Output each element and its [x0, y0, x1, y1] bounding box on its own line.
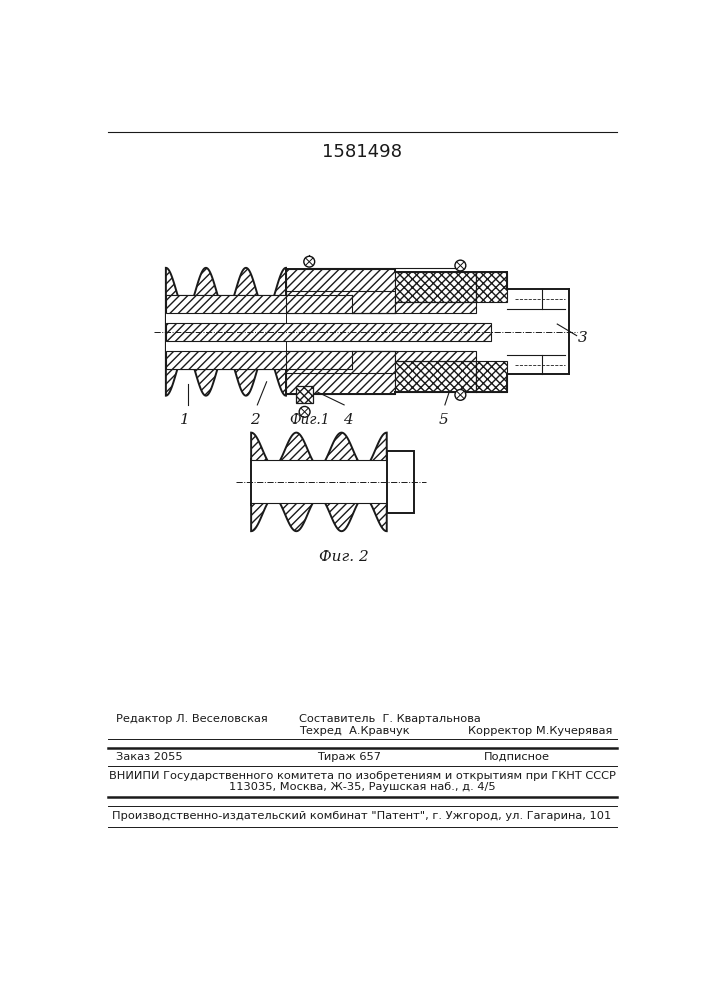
Bar [166, 323, 491, 341]
Text: Фиг.1: Фиг.1 [289, 413, 329, 427]
Text: 3: 3 [578, 331, 588, 345]
Bar [296, 386, 313, 403]
Text: 1: 1 [180, 413, 190, 427]
Bar [395, 302, 476, 312]
Text: Корректор М.Кучерявая: Корректор М.Кучерявая [468, 726, 612, 736]
Text: 4: 4 [343, 413, 353, 427]
Circle shape [455, 260, 466, 271]
Text: Заказ 2055: Заказ 2055 [115, 752, 182, 762]
Bar [286, 279, 395, 312]
Bar [286, 373, 395, 394]
Bar [395, 361, 476, 392]
Text: 1581498: 1581498 [322, 143, 402, 161]
Circle shape [455, 389, 466, 400]
Bar [395, 272, 476, 302]
Bar [166, 351, 395, 369]
Text: ВНИИПИ Государственного комитета по изобретениям и открытиям при ГКНТ СССР: ВНИИПИ Государственного комитета по изоб… [108, 771, 615, 781]
Text: Производственно-издательский комбинат "Патент", г. Ужгород, ул. Гагарина, 101: Производственно-издательский комбинат "П… [112, 811, 612, 821]
Bar [166, 295, 286, 369]
Text: Фиг. 2: Фиг. 2 [320, 550, 369, 564]
Text: Тираж 657: Тираж 657 [317, 752, 381, 762]
Polygon shape [251, 433, 387, 531]
Text: 113035, Москва, Ж-35, Раушская наб., д. 4/5: 113035, Москва, Ж-35, Раушская наб., д. … [228, 782, 496, 792]
Text: 5: 5 [438, 413, 448, 427]
Text: Составитель  Г. Квартальнова: Составитель Г. Квартальнова [299, 714, 481, 724]
Circle shape [304, 256, 315, 267]
Bar [387, 451, 414, 513]
Bar [286, 269, 395, 291]
Bar [166, 295, 395, 312]
Text: 2: 2 [250, 413, 260, 427]
Bar [286, 351, 395, 384]
Bar [250, 460, 388, 503]
Text: Подписное: Подписное [484, 752, 549, 762]
Text: Техред  А.Кравчук: Техред А.Кравчук [299, 726, 410, 736]
Text: Редактор Л. Веселовская: Редактор Л. Веселовская [115, 714, 267, 724]
Bar [476, 361, 507, 392]
Bar [395, 351, 476, 361]
Bar [476, 272, 507, 302]
Polygon shape [166, 268, 286, 396]
Circle shape [299, 406, 310, 417]
